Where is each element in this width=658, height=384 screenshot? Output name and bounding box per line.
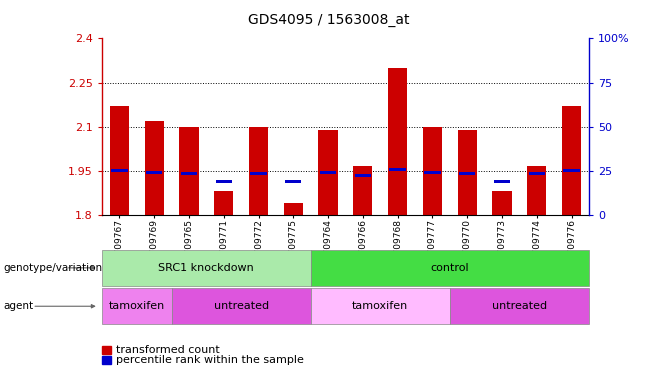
Text: percentile rank within the sample: percentile rank within the sample xyxy=(116,355,304,365)
Bar xyxy=(216,180,232,183)
Text: genotype/variation: genotype/variation xyxy=(3,263,103,273)
Bar xyxy=(320,171,336,174)
Text: transformed count: transformed count xyxy=(116,345,220,355)
Bar xyxy=(180,127,199,215)
Bar xyxy=(424,171,440,174)
Bar xyxy=(355,174,371,177)
Bar xyxy=(146,171,163,174)
Bar xyxy=(145,121,164,215)
Bar xyxy=(249,127,268,215)
Bar xyxy=(527,166,546,215)
Bar xyxy=(284,203,303,215)
Text: GDS4095 / 1563008_at: GDS4095 / 1563008_at xyxy=(248,13,410,27)
Bar xyxy=(492,192,511,215)
Bar xyxy=(318,130,338,215)
Text: control: control xyxy=(430,263,469,273)
Bar xyxy=(181,172,197,175)
Text: tamoxifen: tamoxifen xyxy=(109,301,165,311)
Bar xyxy=(423,127,442,215)
Text: untreated: untreated xyxy=(492,301,547,311)
Bar xyxy=(285,180,301,183)
Bar xyxy=(111,169,128,172)
Bar xyxy=(388,68,407,215)
Bar xyxy=(457,130,477,215)
Bar xyxy=(353,166,372,215)
Bar xyxy=(494,180,510,183)
Bar xyxy=(110,106,129,215)
Bar xyxy=(390,168,406,171)
Bar xyxy=(528,172,545,175)
Bar xyxy=(214,192,234,215)
Text: tamoxifen: tamoxifen xyxy=(352,301,409,311)
Text: untreated: untreated xyxy=(214,301,268,311)
Bar xyxy=(563,169,580,172)
Bar xyxy=(562,106,581,215)
Bar xyxy=(459,172,475,175)
Text: SRC1 knockdown: SRC1 knockdown xyxy=(159,263,254,273)
Text: agent: agent xyxy=(3,301,34,311)
Bar xyxy=(251,172,266,175)
